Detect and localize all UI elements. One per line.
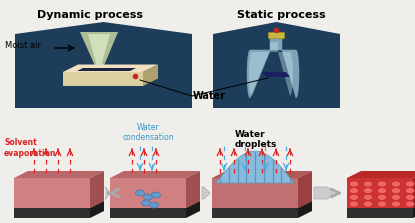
Polygon shape [77,68,136,71]
Ellipse shape [391,188,400,194]
Ellipse shape [349,201,359,207]
Ellipse shape [405,194,415,200]
Polygon shape [88,34,110,66]
Polygon shape [186,171,200,208]
Ellipse shape [364,194,373,200]
Polygon shape [298,171,312,208]
Ellipse shape [378,201,386,207]
Polygon shape [212,201,312,208]
Ellipse shape [378,188,386,194]
Text: Static process: Static process [237,10,325,20]
Ellipse shape [378,194,386,200]
Text: Water
condensation: Water condensation [122,123,174,142]
Polygon shape [14,208,90,218]
Polygon shape [216,151,294,183]
Ellipse shape [136,190,144,196]
Ellipse shape [391,194,400,200]
Polygon shape [63,72,143,86]
Polygon shape [143,64,158,86]
Polygon shape [90,171,104,208]
Ellipse shape [364,201,373,207]
Ellipse shape [151,192,161,198]
Polygon shape [347,208,413,218]
Polygon shape [314,187,334,199]
Polygon shape [413,171,415,208]
Polygon shape [212,208,298,218]
Text: Dynamic process: Dynamic process [37,10,143,20]
Polygon shape [15,22,192,108]
Text: Water: Water [193,91,226,101]
Polygon shape [63,64,158,72]
Polygon shape [110,178,186,208]
Polygon shape [212,178,298,208]
Polygon shape [268,32,284,38]
Ellipse shape [144,194,152,200]
Polygon shape [247,38,299,98]
Text: Moist air: Moist air [5,41,41,50]
Ellipse shape [405,181,415,187]
Ellipse shape [349,188,359,194]
Polygon shape [105,187,111,199]
Ellipse shape [142,200,151,206]
Polygon shape [202,187,210,199]
Polygon shape [110,171,200,178]
Polygon shape [249,42,293,96]
Ellipse shape [405,188,415,194]
Polygon shape [347,201,415,208]
Polygon shape [413,201,415,218]
Ellipse shape [391,201,400,207]
Ellipse shape [364,181,373,187]
Polygon shape [14,201,104,208]
Text: Solvent
evaporation: Solvent evaporation [4,138,56,158]
Ellipse shape [405,201,415,207]
Text: Water
droplets: Water droplets [235,130,277,149]
Ellipse shape [149,202,159,208]
Polygon shape [90,201,104,218]
Polygon shape [14,171,104,178]
Polygon shape [262,72,290,77]
Polygon shape [347,178,413,208]
Ellipse shape [378,181,386,187]
Ellipse shape [349,194,359,200]
Ellipse shape [391,181,400,187]
Polygon shape [80,32,118,68]
Polygon shape [186,201,200,218]
Ellipse shape [364,188,373,194]
Polygon shape [298,201,312,218]
Polygon shape [213,22,340,108]
Polygon shape [110,208,186,218]
Ellipse shape [349,181,359,187]
Polygon shape [347,171,415,178]
Polygon shape [14,178,90,208]
Polygon shape [212,171,312,178]
Polygon shape [110,201,200,208]
